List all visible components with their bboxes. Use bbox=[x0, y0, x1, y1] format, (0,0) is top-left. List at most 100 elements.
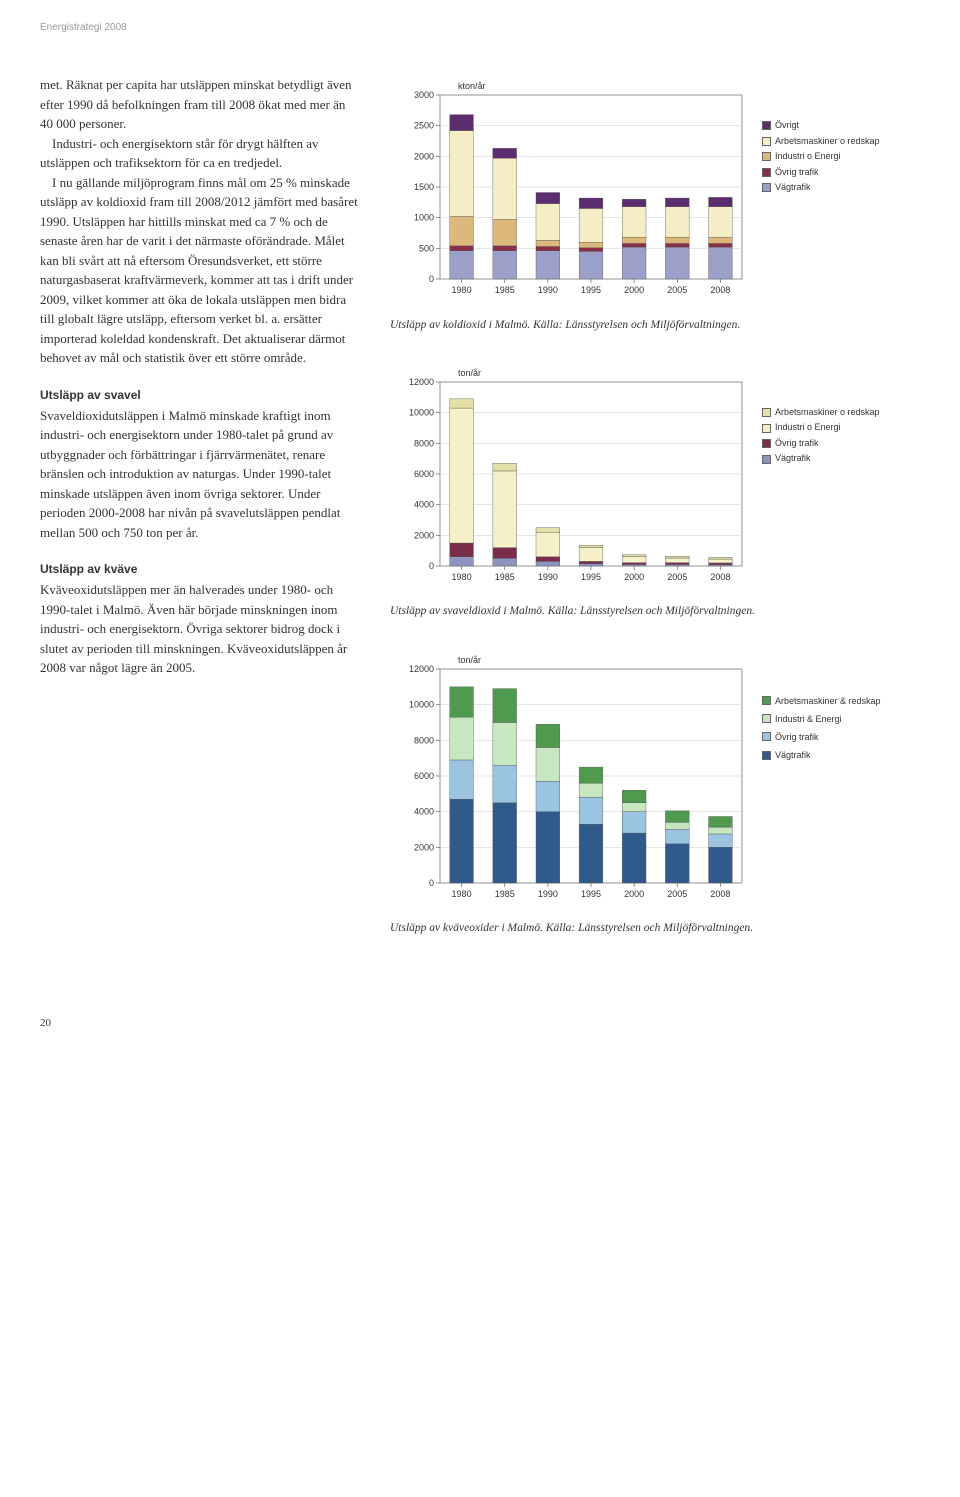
bar-segment bbox=[536, 193, 560, 204]
bar-segment bbox=[622, 207, 646, 238]
svg-text:2005: 2005 bbox=[667, 572, 687, 582]
bar-segment bbox=[665, 810, 689, 822]
bar-segment bbox=[493, 558, 517, 566]
svg-text:4000: 4000 bbox=[414, 499, 434, 509]
chart-so2: 020004000600080001000012000ton/år1980198… bbox=[390, 362, 750, 598]
bar-segment bbox=[536, 532, 560, 557]
bar-segment bbox=[709, 564, 733, 565]
bar-segment bbox=[665, 564, 689, 566]
chart-co2-block: 050010001500200025003000kton/år198019851… bbox=[390, 75, 920, 334]
bar-segment bbox=[665, 822, 689, 829]
paragraph: Svaveldioxidutsläppen i Malmö minskade k… bbox=[40, 406, 360, 543]
svg-text:10000: 10000 bbox=[409, 407, 434, 417]
legend-label: Arbetsmaskiner & redskap bbox=[775, 693, 881, 709]
legend-item: Vägtrafik bbox=[762, 181, 880, 195]
bar-segment bbox=[709, 833, 733, 846]
bar-segment bbox=[493, 220, 517, 246]
legend-item: Arbetsmaskiner & redskap bbox=[762, 693, 881, 709]
bar-segment bbox=[450, 399, 474, 408]
svg-text:1980: 1980 bbox=[452, 285, 472, 295]
bar-segment bbox=[536, 251, 560, 279]
bar-segment bbox=[665, 829, 689, 843]
svg-text:8000: 8000 bbox=[414, 438, 434, 448]
bar-segment bbox=[493, 463, 517, 471]
legend-label: Arbetsmaskiner o redskap bbox=[775, 406, 880, 420]
bar-segment bbox=[450, 251, 474, 279]
page-number: 20 bbox=[40, 1015, 920, 1032]
legend-label: Arbetsmaskiner o redskap bbox=[775, 135, 880, 149]
chart-so2-legend: Arbetsmaskiner o redskapIndustri o Energ… bbox=[756, 402, 886, 472]
legend-item: Arbetsmaskiner o redskap bbox=[762, 135, 880, 149]
svg-text:kton/år: kton/år bbox=[458, 81, 486, 91]
bar-segment bbox=[709, 847, 733, 883]
legend-item: Industri o Energi bbox=[762, 150, 880, 164]
bar-segment bbox=[536, 557, 560, 562]
bar-segment bbox=[493, 158, 517, 219]
bar-segment bbox=[579, 547, 603, 561]
bar-segment bbox=[493, 246, 517, 251]
bar-segment bbox=[450, 408, 474, 543]
bar-segment bbox=[450, 115, 474, 131]
svg-text:8000: 8000 bbox=[414, 735, 434, 745]
bar-segment bbox=[579, 208, 603, 242]
legend-swatch bbox=[762, 152, 771, 161]
bar-segment bbox=[493, 688, 517, 722]
svg-text:4000: 4000 bbox=[414, 806, 434, 816]
bar-segment bbox=[622, 199, 646, 206]
svg-text:500: 500 bbox=[419, 243, 434, 253]
bar-segment bbox=[536, 724, 560, 747]
page-header: Energistrategi 2008 bbox=[40, 20, 920, 35]
svg-text:1985: 1985 bbox=[495, 285, 515, 295]
bar-segment bbox=[579, 824, 603, 883]
chart-nox: 020004000600080001000012000ton/år1980198… bbox=[390, 649, 750, 915]
bar-segment bbox=[622, 243, 646, 247]
chart-so2-caption: Utsläpp av svaveldioxid i Malmö. Källa: … bbox=[390, 603, 920, 620]
bar-segment bbox=[622, 811, 646, 832]
bar-segment bbox=[536, 747, 560, 781]
bar-segment bbox=[622, 237, 646, 243]
bar-segment bbox=[450, 216, 474, 245]
bar-segment bbox=[622, 790, 646, 802]
bar-segment bbox=[622, 556, 646, 562]
chart-co2: 050010001500200025003000kton/år198019851… bbox=[390, 75, 750, 311]
body-text-block: Kväveoxidutsläppen mer än halverades und… bbox=[40, 580, 360, 678]
svg-text:2000: 2000 bbox=[624, 285, 644, 295]
legend-label: Övrig trafik bbox=[775, 437, 819, 451]
bar-segment bbox=[709, 559, 733, 563]
svg-text:2008: 2008 bbox=[710, 285, 730, 295]
legend-swatch bbox=[762, 696, 771, 705]
legend-swatch bbox=[762, 121, 771, 130]
bar-segment bbox=[579, 198, 603, 208]
paragraph: Industri- och energisektorn står för dry… bbox=[40, 134, 360, 173]
text-column: met. Räknat per capita har utsläppen min… bbox=[40, 75, 360, 965]
legend-label: Vägtrafik bbox=[775, 747, 811, 763]
legend-label: Övrig trafik bbox=[775, 166, 819, 180]
svg-text:1980: 1980 bbox=[452, 889, 472, 899]
subheading-kvave: Utsläpp av kväve bbox=[40, 560, 360, 578]
legend-swatch bbox=[762, 455, 771, 464]
bar-segment bbox=[665, 843, 689, 882]
svg-text:1995: 1995 bbox=[581, 572, 601, 582]
svg-text:12000: 12000 bbox=[409, 664, 434, 674]
legend-swatch bbox=[762, 424, 771, 433]
bar-segment bbox=[493, 547, 517, 558]
subheading-svavel: Utsläpp av svavel bbox=[40, 386, 360, 404]
bar-segment bbox=[536, 204, 560, 241]
svg-text:1000: 1000 bbox=[414, 213, 434, 223]
chart-co2-caption: Utsläpp av koldioxid i Malmö. Källa: Län… bbox=[390, 317, 920, 334]
svg-text:6000: 6000 bbox=[414, 771, 434, 781]
legend-item: Övrigt bbox=[762, 119, 880, 133]
svg-text:ton/år: ton/år bbox=[458, 655, 481, 665]
bar-segment bbox=[709, 247, 733, 279]
svg-text:2000: 2000 bbox=[624, 572, 644, 582]
bar-segment bbox=[579, 563, 603, 565]
bar-segment bbox=[709, 827, 733, 834]
bar-segment bbox=[450, 557, 474, 566]
legend-label: Industri & Energi bbox=[775, 711, 842, 727]
bar-segment bbox=[579, 545, 603, 547]
bar-segment bbox=[665, 243, 689, 247]
svg-text:ton/år: ton/år bbox=[458, 368, 481, 378]
body-text-block: met. Räknat per capita har utsläppen min… bbox=[40, 75, 360, 368]
legend-item: Övrig trafik bbox=[762, 729, 881, 745]
bar-segment bbox=[579, 561, 603, 563]
